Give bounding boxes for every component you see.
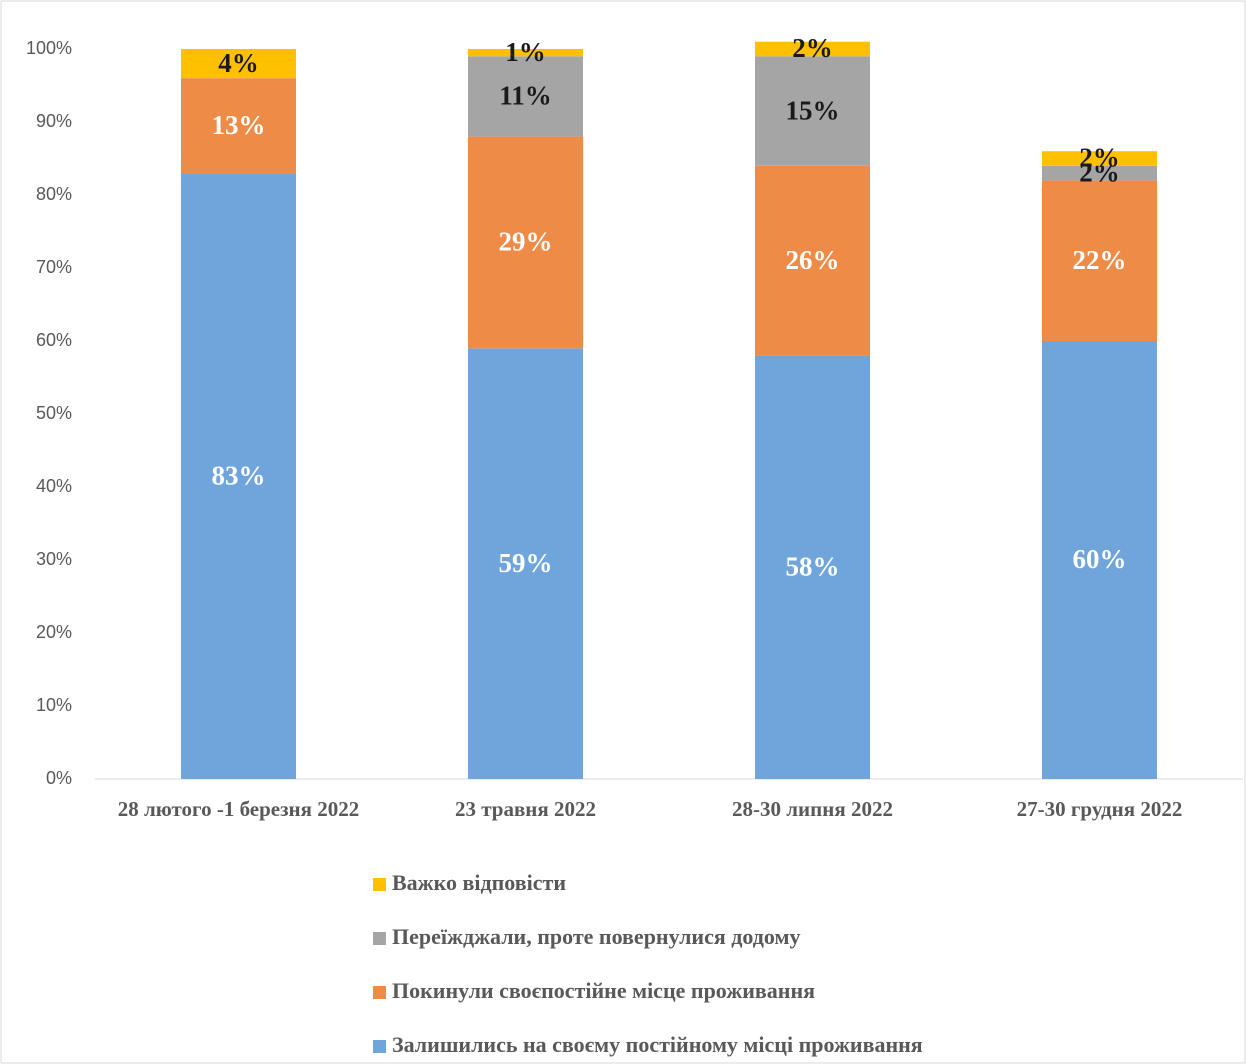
x-tick-label: 27-30 грудня 2022 bbox=[1016, 797, 1183, 821]
y-tick-label: 20% bbox=[36, 622, 72, 642]
value-label: 60% bbox=[1073, 544, 1127, 574]
legend-swatch bbox=[373, 932, 386, 945]
x-tick-label-box: 27-30 грудня 2022 bbox=[1016, 797, 1183, 821]
bar-segment bbox=[1042, 151, 1157, 166]
bar-segment bbox=[1042, 341, 1157, 779]
legend-label: Важко відповісти bbox=[392, 870, 566, 895]
bar-segment bbox=[468, 56, 583, 137]
value-label: 1% bbox=[505, 37, 546, 67]
value-label: 4% bbox=[218, 48, 259, 78]
x-tick-label-box: 28 лютого -1 березня 2022 bbox=[117, 797, 360, 821]
y-tick-label: 70% bbox=[36, 257, 72, 277]
value-label: 2% bbox=[1079, 143, 1120, 173]
legend-label: Переїжджали, проте повернулися додому bbox=[392, 924, 800, 949]
y-tick-label: 60% bbox=[36, 330, 72, 350]
value-label: 29% bbox=[499, 227, 553, 257]
bar-segment bbox=[1042, 165, 1157, 181]
bar-segment bbox=[468, 136, 583, 349]
y-tick-label: 80% bbox=[36, 184, 72, 204]
x-tick-label: 23 травня 2022 bbox=[454, 797, 597, 821]
bar-segment bbox=[755, 56, 870, 166]
bar-segment bbox=[181, 78, 296, 174]
y-tick-label: 90% bbox=[36, 111, 72, 131]
value-label: 83% bbox=[212, 460, 266, 490]
y-tick-label: 50% bbox=[36, 403, 72, 423]
value-label: 22% bbox=[1073, 245, 1127, 275]
y-tick-label: 10% bbox=[36, 695, 72, 715]
value-label: 13% bbox=[212, 110, 266, 140]
bar-segment bbox=[181, 173, 296, 780]
y-tick-label: 40% bbox=[36, 476, 72, 496]
bar-segment bbox=[755, 41, 870, 57]
value-label: 2% bbox=[792, 33, 833, 63]
legend-swatch bbox=[373, 986, 386, 999]
value-label: 11% bbox=[499, 81, 552, 111]
y-tick-label: 100% bbox=[26, 38, 72, 58]
legend-label: Покинули своєпостійне місце проживання bbox=[392, 978, 815, 1003]
value-label: 58% bbox=[786, 552, 840, 582]
bar-segment bbox=[468, 49, 583, 57]
x-tick-label: 28-30 липня 2022 bbox=[732, 797, 893, 821]
legend-swatch bbox=[373, 878, 386, 891]
y-tick-label: 0% bbox=[46, 768, 72, 788]
x-tick-label-box: 23 травня 2022 bbox=[454, 797, 597, 821]
legend-label: Залишились на своєму постійному місці пр… bbox=[392, 1032, 923, 1057]
bar-segment bbox=[181, 49, 296, 79]
value-label: 26% bbox=[786, 245, 840, 275]
y-tick-label: 30% bbox=[36, 549, 72, 569]
bar-segment bbox=[755, 355, 870, 779]
x-tick-label-box: 28-30 липня 2022 bbox=[732, 797, 893, 821]
x-tick-label: 28 лютого -1 березня 2022 bbox=[117, 797, 360, 821]
bar-segment bbox=[1042, 180, 1157, 341]
legend-swatch bbox=[373, 1040, 386, 1053]
bar-segment bbox=[468, 348, 583, 779]
bar-segment bbox=[755, 165, 870, 356]
value-label: 15% bbox=[786, 95, 840, 125]
value-label: 59% bbox=[499, 548, 553, 578]
